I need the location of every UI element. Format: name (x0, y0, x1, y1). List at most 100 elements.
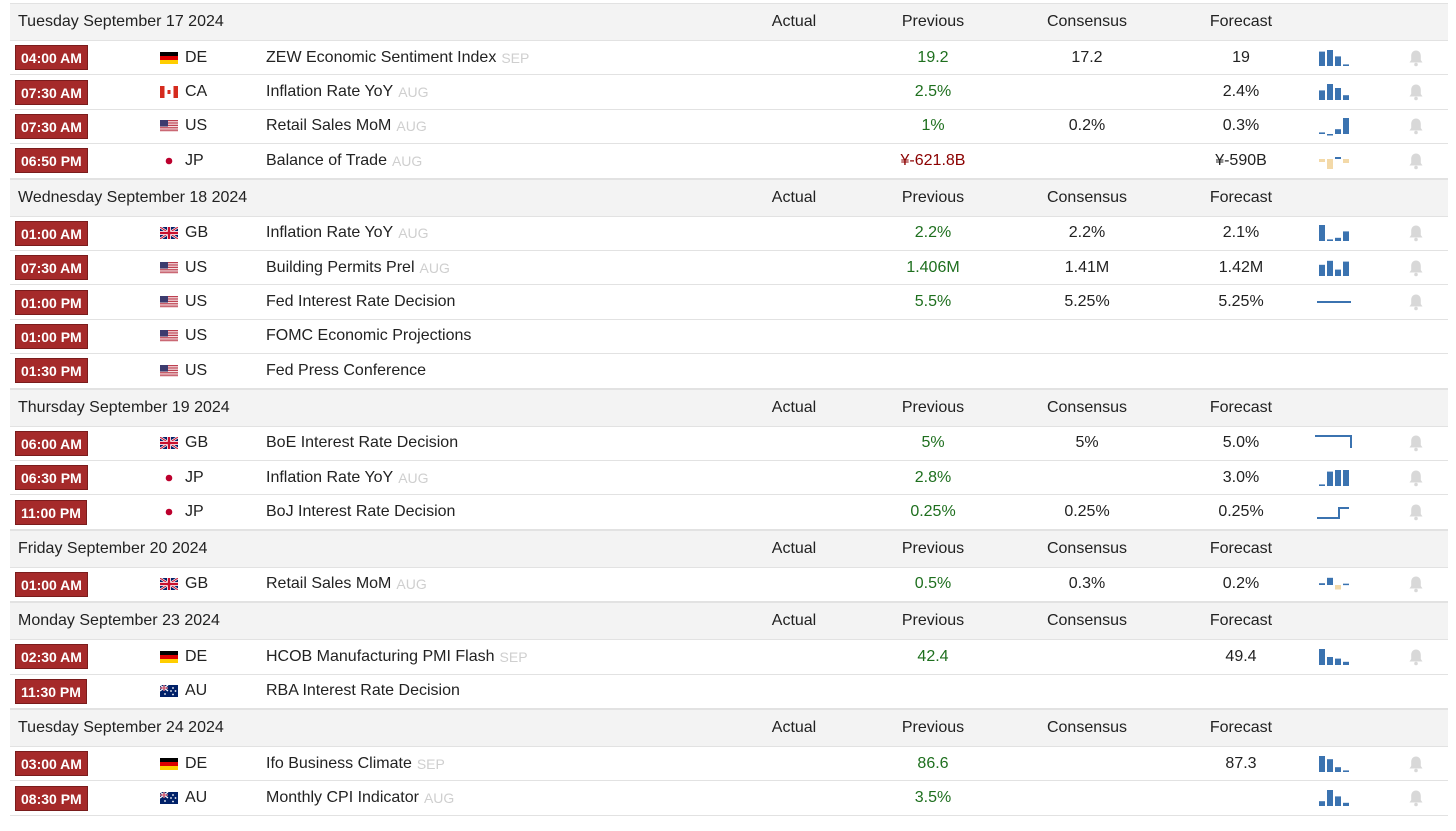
sparkline-chart[interactable] (1315, 75, 1355, 108)
event-name-cell[interactable]: Inflation Rate YoY AUG (266, 75, 429, 108)
calendar-event-row[interactable]: 01:30 PM US Fed Press Conference (10, 354, 1448, 389)
sparkline-chart[interactable] (1315, 217, 1355, 250)
event-name-cell[interactable]: Balance of Trade AUG (266, 144, 422, 177)
calendar-event-row[interactable]: 07:30 AM CA Inflation Rate YoY AUG 2.5% 2.4% (10, 75, 1448, 110)
country-code[interactable]: DE (185, 48, 208, 66)
calendar-event-row[interactable]: 06:30 PM JP Inflation Rate YoY AUG 2.8% 3.0% (10, 461, 1448, 496)
calendar-event-row[interactable]: 01:00 AM GB Inflation Rate YoY AUG 2.2% 2.2% 2… (10, 216, 1448, 251)
event-name-link[interactable]: Building Permits Prel (266, 258, 415, 276)
event-name-cell[interactable]: Building Permits Prel AUG (266, 251, 450, 284)
bell-icon[interactable] (1408, 251, 1424, 284)
calendar-event-row[interactable]: 11:30 PM AU RBA Interest Rate Decision (10, 674, 1448, 709)
sparkline-chart[interactable] (1315, 285, 1355, 318)
sparkline-chart[interactable] (1315, 41, 1355, 74)
sparkline-chart[interactable] (1315, 251, 1355, 284)
bell-icon[interactable] (1408, 640, 1424, 673)
bell-icon[interactable] (1408, 427, 1424, 460)
event-name-cell[interactable]: ZEW Economic Sentiment Index SEP (266, 41, 529, 74)
bell-icon[interactable] (1408, 144, 1424, 177)
event-name-link[interactable]: Inflation Rate YoY (266, 83, 394, 101)
calendar-event-row[interactable]: 01:00 AM GB Retail Sales MoM AUG 0.5% 0.3% 0.2… (10, 567, 1448, 603)
event-name-link[interactable]: Inflation Rate YoY (266, 224, 394, 242)
country-code[interactable]: DE (185, 754, 208, 772)
sparkline-chart[interactable] (1315, 568, 1355, 601)
event-name-cell[interactable]: Retail Sales MoM AUG (266, 110, 427, 143)
bell-icon[interactable] (1408, 217, 1424, 250)
bell-icon[interactable] (1408, 285, 1424, 318)
sparkline-chart[interactable] (1315, 781, 1355, 814)
event-name-link[interactable]: Fed Interest Rate Decision (266, 293, 456, 311)
sparkline-chart[interactable] (1315, 110, 1355, 143)
calendar-event-row[interactable]: 02:30 AM DE HCOB Manufacturing PMI Flash SE… (10, 640, 1448, 675)
event-name-cell[interactable]: BoE Interest Rate Decision (266, 427, 458, 460)
event-name-cell[interactable]: Ifo Business Climate SEP (266, 747, 445, 780)
country-code[interactable]: US (185, 117, 208, 135)
country-code[interactable]: GB (185, 434, 209, 452)
event-name-link[interactable]: FOMC Economic Projections (266, 327, 472, 345)
time-cell: 07:30 AM (15, 75, 88, 108)
country-code[interactable]: US (185, 361, 208, 379)
sparkline-chart[interactable] (1315, 461, 1355, 494)
event-name-cell[interactable]: BoJ Interest Rate Decision (266, 495, 455, 528)
bell-icon[interactable] (1408, 495, 1424, 528)
event-name-link[interactable]: BoJ Interest Rate Decision (266, 503, 456, 521)
country-code[interactable]: GB (185, 224, 209, 242)
event-name-link[interactable]: Fed Press Conference (266, 361, 427, 379)
calendar-event-row[interactable]: 07:30 AM US Building Permits Prel AUG 1.406M… (10, 251, 1448, 286)
event-name-link[interactable]: BoE Interest Rate Decision (266, 434, 459, 452)
calendar-event-row[interactable]: 03:00 AM DE Ifo Business Climate SEP 86.6 87.… (10, 747, 1448, 782)
event-name-cell[interactable]: FOMC Economic Projections (266, 320, 471, 353)
bell-icon[interactable] (1408, 781, 1424, 814)
calendar-event-row[interactable]: 08:30 PM AU Monthly CPI Indicator AUG 3.5% (10, 781, 1448, 816)
event-name-cell[interactable]: Retail Sales MoM AUG (266, 568, 427, 601)
event-name-cell[interactable]: Inflation Rate YoY AUG (266, 461, 429, 494)
time-cell: 07:30 AM (15, 110, 88, 143)
bell-icon[interactable] (1408, 568, 1424, 601)
country-code[interactable]: US (185, 258, 208, 276)
event-name-link[interactable]: HCOB Manufacturing PMI Flash (266, 647, 495, 665)
calendar-event-row[interactable]: 01:00 PM US FOMC Economic Projections (10, 319, 1448, 355)
sparkline-chart[interactable] (1315, 144, 1355, 177)
country-code[interactable]: US (185, 293, 208, 311)
calendar-event-row[interactable]: 07:30 AM US Retail Sales MoM AUG 1% 0.2% 0.3% (10, 109, 1448, 145)
country-code[interactable]: CA (185, 83, 208, 101)
bell-icon[interactable] (1408, 110, 1424, 143)
country-code[interactable]: JP (185, 468, 204, 486)
event-name-cell[interactable]: Inflation Rate YoY AUG (266, 217, 429, 250)
event-name-cell[interactable]: RBA Interest Rate Decision (266, 675, 460, 708)
sparkline-chart[interactable] (1315, 640, 1355, 673)
event-name-link[interactable]: Ifo Business Climate (266, 754, 412, 772)
consensus-value: 5.25% (1064, 293, 1110, 311)
calendar-event-row[interactable]: 11:00 PM JP BoJ Interest Rate Decision 0.25… (10, 495, 1448, 530)
calendar-event-row[interactable]: 06:50 PM JP Balance of Trade AUG ¥-621.8B ¥-5… (10, 144, 1448, 179)
calendar-event-row[interactable]: 01:00 PM US Fed Interest Rate Decision 5.5%… (10, 285, 1448, 320)
country-code[interactable]: DE (185, 647, 208, 665)
bell-icon[interactable] (1408, 41, 1424, 74)
calendar-event-row[interactable]: 04:00 AM DE ZEW Economic Sentiment Index SE… (10, 41, 1448, 76)
country-code[interactable]: AU (185, 789, 208, 807)
sparkline-chart[interactable] (1315, 427, 1355, 460)
event-name-cell[interactable]: HCOB Manufacturing PMI Flash SEP (266, 640, 528, 673)
event-name-link[interactable]: Inflation Rate YoY (266, 468, 394, 486)
sparkline-chart[interactable] (1315, 747, 1355, 780)
event-name-cell[interactable]: Fed Press Conference (266, 354, 426, 387)
bell-icon[interactable] (1408, 75, 1424, 108)
event-name-link[interactable]: Balance of Trade (266, 151, 387, 169)
country-code[interactable]: JP (185, 151, 204, 169)
event-name-link[interactable]: Retail Sales MoM (266, 575, 392, 593)
calendar-event-row[interactable]: 06:00 AM GB BoE Interest Rate Decision 5% 5%… (10, 426, 1448, 461)
event-name-link[interactable]: ZEW Economic Sentiment Index (266, 48, 497, 66)
event-name-link[interactable]: Monthly CPI Indicator (266, 789, 419, 807)
event-name-cell[interactable]: Monthly CPI Indicator AUG (266, 781, 454, 814)
bell-icon[interactable] (1408, 461, 1424, 494)
country-code[interactable]: AU (185, 682, 208, 700)
bell-icon[interactable] (1408, 747, 1424, 780)
event-name-cell[interactable]: Fed Interest Rate Decision (266, 285, 455, 318)
country-code[interactable]: US (185, 327, 208, 345)
actual-value (714, 354, 874, 387)
sparkline-chart[interactable] (1315, 495, 1355, 528)
country-code[interactable]: GB (185, 575, 209, 593)
country-code[interactable]: JP (185, 503, 204, 521)
event-name-link[interactable]: Retail Sales MoM (266, 117, 392, 135)
event-name-link[interactable]: RBA Interest Rate Decision (266, 682, 460, 700)
